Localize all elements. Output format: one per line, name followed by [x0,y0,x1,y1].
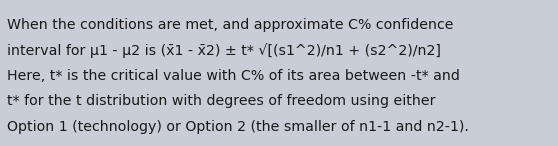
Text: When the conditions are met, and approximate C% confidence: When the conditions are met, and approxi… [7,18,454,32]
Text: interval for μ1 - μ2 is (x̄1 - x̄2) ± t* √[(s1^2)/n1 + (s2^2)/n2]: interval for μ1 - μ2 is (x̄1 - x̄2) ± t*… [7,43,441,58]
Text: t* for the t distribution with degrees of freedom using either: t* for the t distribution with degrees o… [7,94,435,108]
Text: Option 1 (technology) or Option 2 (the smaller of n1-1 and n2-1).: Option 1 (technology) or Option 2 (the s… [7,120,469,134]
Text: Here, t* is the critical value with C% of its area between -t* and: Here, t* is the critical value with C% o… [7,69,460,83]
